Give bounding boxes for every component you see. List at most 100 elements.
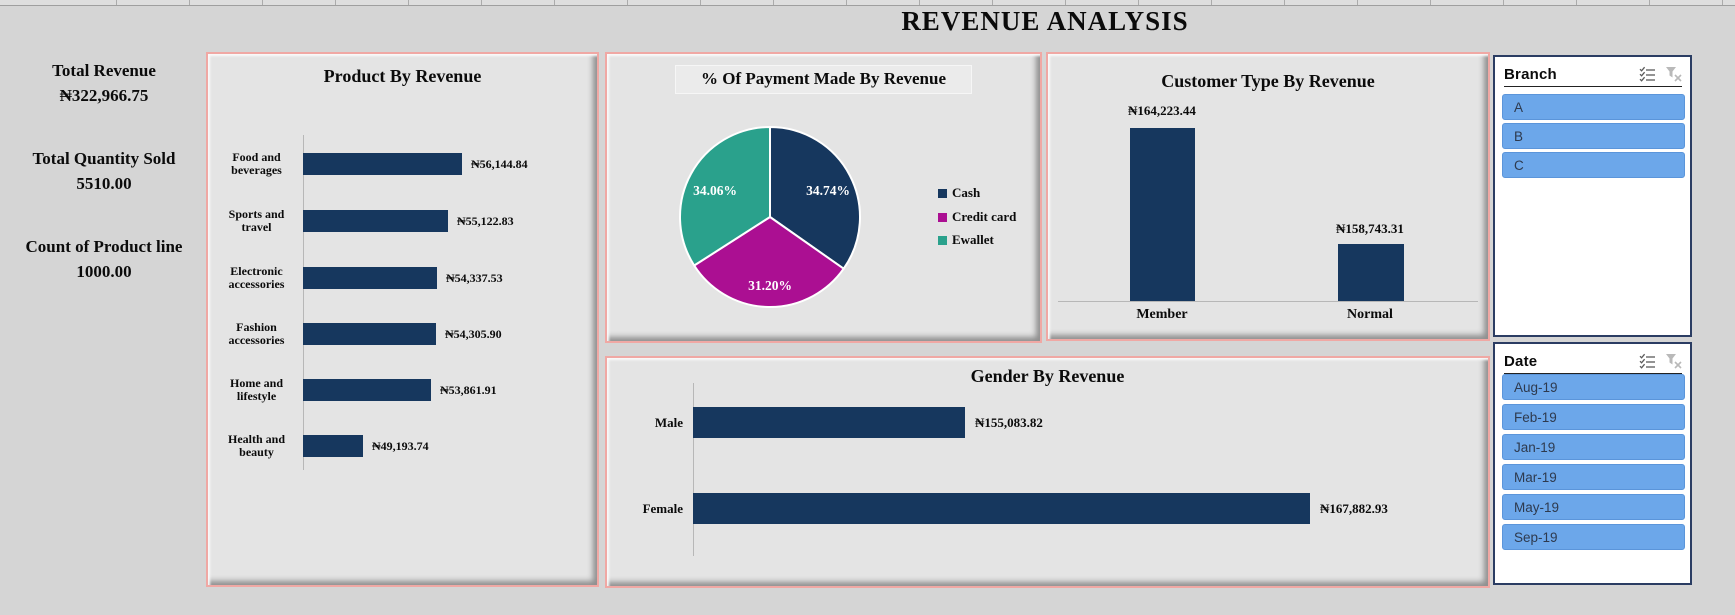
bar-row: Male ₦155,083.82: [607, 407, 1484, 438]
bar-row: Home and lifestyle ₦53,861.91: [208, 376, 593, 404]
multi-select-icon[interactable]: [1639, 66, 1656, 83]
pie: 34.74% 31.20% 34.06%: [675, 122, 865, 312]
pie-slice-credit-card: [692, 215, 846, 308]
category-label: Female: [642, 500, 683, 516]
pie-slice-cash: [769, 125, 861, 271]
value-label: ₦155,083.82: [975, 414, 1043, 430]
slicer-item-c[interactable]: C: [1502, 152, 1685, 178]
value-label: ₦54,337.53: [446, 270, 503, 285]
legend-swatch-cash: [938, 188, 947, 198]
slicer-item-label: Feb-19: [1514, 409, 1557, 425]
kpi-count-product-line: Count of Product line 1000.00: [0, 234, 208, 284]
value-label: ₦167,882.93: [1320, 500, 1388, 516]
slicer-item-a[interactable]: A: [1502, 94, 1685, 120]
category-label: Electronic accessories: [228, 264, 285, 291]
chart-title: % Of Payment Made By Revenue: [675, 65, 972, 94]
pie-label-ewallet: 34.06%: [693, 183, 737, 198]
value-label: ₦56,144.84: [471, 156, 528, 171]
multi-select-icon[interactable]: [1639, 353, 1656, 370]
chart-title: Gender By Revenue: [970, 366, 1125, 386]
kpi-value: ₦322,966.75: [59, 86, 149, 105]
bar-row: Female ₦167,882.93: [607, 493, 1484, 524]
bar: [693, 493, 1310, 524]
slicer-item-aug-19[interactable]: Aug-19: [1502, 374, 1685, 400]
legend-item: Ewallet: [938, 232, 994, 248]
value-axis-line: [1058, 301, 1478, 302]
slicer-item-label: Aug-19: [1514, 379, 1558, 395]
page-title: REVENUE ANALYSIS: [901, 6, 1189, 36]
spreadsheet-gridline-strip: [0, 0, 1735, 6]
bar: [693, 407, 965, 438]
slicer-item-b[interactable]: B: [1502, 123, 1685, 149]
product-by-revenue-chart: Product By Revenue Food and beverages ₦5…: [206, 52, 599, 587]
legend-label: Cash: [952, 185, 981, 200]
bar-row: Electronic accessories ₦54,337.53: [208, 264, 593, 292]
branch-slicer: Branch A B C: [1493, 55, 1692, 337]
kpi-label: Total Revenue: [52, 61, 156, 80]
value-label: ₦55,122.83: [457, 213, 514, 228]
slicer-item-label: A: [1514, 99, 1524, 115]
category-label: Normal: [1347, 307, 1393, 322]
legend-item: Credit card: [938, 209, 1016, 225]
bar: [303, 379, 431, 401]
slicer-item-label: Sep-19: [1514, 529, 1558, 545]
category-label: Home and lifestyle: [229, 376, 283, 403]
slicer-title: Branch: [1504, 65, 1557, 83]
bar: [303, 153, 462, 175]
slicer-item-jan-19[interactable]: Jan-19: [1502, 434, 1685, 460]
legend-swatch-credit-card: [938, 212, 947, 222]
category-axis-line: [303, 135, 304, 470]
pie-label-cash: 34.74%: [806, 183, 850, 198]
category-label: Food and beverages: [231, 150, 282, 177]
value-label: ₦164,223.44: [1128, 103, 1196, 118]
slicer-item-label: B: [1514, 128, 1524, 144]
bar-row: Health and beauty ₦49,193.74: [208, 432, 593, 460]
kpi-value: 5510.00: [76, 174, 132, 193]
slicer-title: Date: [1504, 352, 1538, 370]
slicer-item-label: Mar-19: [1514, 469, 1557, 485]
category-label: Male: [654, 414, 683, 430]
bar-row: Sports and travel ₦55,122.83: [208, 207, 593, 235]
kpi-value: 1000.00: [76, 262, 132, 281]
customer-type-chart: Customer Type By Revenue ₦164,223.44 ₦15…: [1046, 52, 1490, 341]
bar-row: Food and beverages ₦56,144.84: [208, 150, 593, 178]
slicer-item-label: C: [1514, 157, 1524, 173]
bar: [303, 323, 436, 345]
slicer-item-mar-19[interactable]: Mar-19: [1502, 464, 1685, 490]
payment-pie-chart: % Of Payment Made By Revenue 34.74% 31.2…: [605, 52, 1042, 343]
legend-swatch-ewallet: [938, 235, 947, 245]
chart-title: Customer Type By Revenue: [1161, 71, 1375, 91]
kpi-label: Count of Product line: [25, 237, 183, 256]
legend-item: Cash: [938, 185, 980, 201]
slicer-item-label: Jan-19: [1514, 439, 1556, 455]
bar-row: Fashion accessories ₦54,305.90: [208, 320, 593, 348]
value-label: ₦53,861.91: [440, 382, 497, 397]
category-label: Member: [1136, 307, 1188, 322]
bar: [303, 267, 437, 289]
slicer-header: Date: [1504, 349, 1682, 374]
category-label: Health and beauty: [227, 432, 285, 459]
value-label: ₦54,305.90: [445, 326, 502, 341]
kpi-label: Total Quantity Sold: [32, 149, 176, 168]
pie-slice-ewallet: [679, 125, 771, 267]
chart-title: Product By Revenue: [323, 66, 482, 86]
clear-filter-icon[interactable]: [1665, 353, 1682, 370]
kpi-total-quantity: Total Quantity Sold 5510.00: [0, 146, 208, 196]
slicer-item-sep-19[interactable]: Sep-19: [1502, 524, 1685, 550]
value-label: ₦158,743.31: [1336, 221, 1404, 236]
category-axis-line: [693, 383, 694, 556]
clear-filter-icon[interactable]: [1665, 66, 1682, 83]
bar: [303, 210, 448, 232]
value-label: ₦49,193.74: [372, 438, 429, 453]
slicer-item-feb-19[interactable]: Feb-19: [1502, 404, 1685, 430]
date-slicer: Date Aug-19 Feb-19 Jan-19 Mar-19: [1493, 342, 1692, 585]
bar-normal: [1338, 244, 1404, 301]
bar: [303, 435, 363, 457]
kpi-total-revenue: Total Revenue ₦322,966.75: [0, 58, 208, 108]
slicer-header: Branch: [1504, 62, 1682, 87]
bar-member: [1130, 128, 1195, 301]
pie-svg: [679, 125, 861, 308]
legend-label: Ewallet: [952, 232, 994, 247]
slicer-item-may-19[interactable]: May-19: [1502, 494, 1685, 520]
